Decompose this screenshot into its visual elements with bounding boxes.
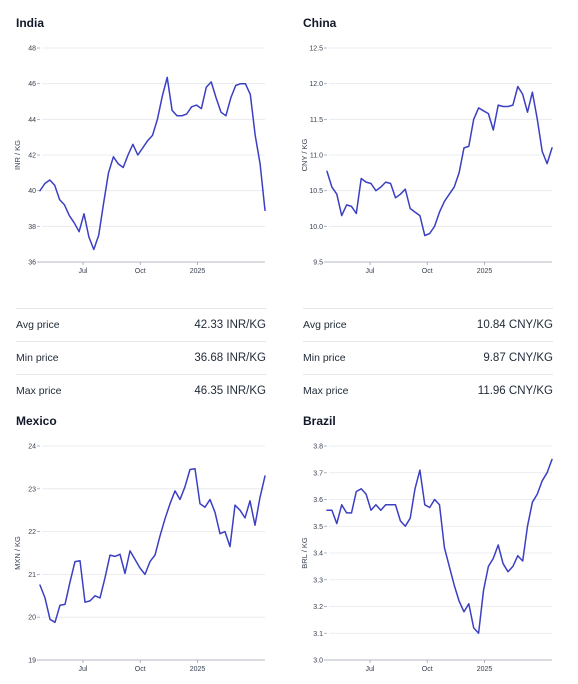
- stat-value: 46.35 INR/KG: [194, 385, 266, 397]
- x-tick-label: 2025: [190, 268, 206, 275]
- brazil-title: Brazil: [303, 414, 336, 428]
- series-line: [39, 467, 266, 624]
- y-tick-label: 3.6: [313, 497, 323, 504]
- y-tick-label: 21: [28, 572, 36, 579]
- y-tick-label: 40: [28, 188, 36, 195]
- stat-value: 36.68 INR/KG: [194, 352, 266, 364]
- y-tick-label: 3.4: [313, 551, 323, 558]
- china-panel: China 9.5 10.0 10.5 11.0 11.5 12.0 12.5 Jul Oct 2…: [300, 16, 568, 397]
- stat-label: Avg price: [303, 319, 347, 331]
- y-axis-label: MXN / KG: [13, 536, 22, 570]
- stat-row-avg: Avg price 10.84 CNY/KG: [303, 308, 553, 341]
- china-title: China: [303, 16, 337, 30]
- stat-row-max: Max price 46.35 INR/KG: [16, 374, 266, 407]
- x-tick-label: 2025: [190, 666, 206, 673]
- y-tick-label: 3.8: [313, 444, 323, 451]
- stat-row-max: Max price 11.96 CNY/KG: [303, 374, 553, 407]
- x-tick-label: Jul: [365, 666, 374, 673]
- x-tick-label: Oct: [422, 268, 433, 275]
- y-tick-label: 38: [28, 224, 36, 231]
- y-tick-label: 24: [28, 444, 36, 451]
- mexico-title: Mexico: [16, 414, 57, 428]
- y-axis-label: INR / KG: [13, 140, 22, 170]
- brazil-chart: 3.0 3.1 3.2 3.3 3.4 3.5 3.6 3.7 3.8 Jul Oct 2025 BRL…: [300, 444, 553, 673]
- x-tick-label: 2025: [477, 268, 493, 275]
- brazil-panel: Brazil 3.0 3.1 3.2 3.3 3.4 3.5 3.6 3.7 3.8 Jul Oct…: [300, 414, 568, 676]
- y-tick-label: 3.1: [313, 631, 323, 638]
- y-tick-label: 11.0: [310, 153, 323, 160]
- x-tick-label: Oct: [135, 268, 146, 275]
- y-tick-label: 22: [28, 529, 36, 536]
- stat-label: Avg price: [16, 319, 60, 331]
- india-chart: 36 38 40 42 44 46 48 Jul Oct 2025 INR / KG: [13, 46, 266, 275]
- stat-row-avg: Avg price 42.33 INR/KG: [16, 308, 266, 341]
- stat-row-min: Min price 36.68 INR/KG: [16, 341, 266, 374]
- stat-value: 9.87 CNY/KG: [483, 352, 553, 364]
- stat-value: 42.33 INR/KG: [194, 319, 266, 331]
- y-tick-label: 3.5: [313, 524, 323, 531]
- y-tick-label: 9.5: [313, 260, 323, 267]
- y-tick-label: 44: [28, 117, 36, 124]
- y-tick-label: 36: [28, 260, 36, 267]
- y-tick-label: 23: [28, 486, 36, 493]
- y-axis-label: CNY / KG: [300, 138, 309, 171]
- series-line: [326, 85, 553, 237]
- stat-label: Max price: [303, 385, 349, 397]
- y-tick-label: 3.3: [313, 577, 323, 584]
- y-axis-label: BRL / KG: [300, 537, 309, 569]
- x-tick-label: 2025: [477, 666, 493, 673]
- india-title: India: [16, 16, 45, 30]
- y-tick-label: 10.0: [309, 224, 323, 231]
- series-line: [326, 458, 553, 634]
- india-panel: India 36 38 40 42 44 46 48 Jul Oct 2025 INR / KG A…: [13, 16, 281, 397]
- x-tick-label: Jul: [365, 268, 374, 275]
- stat-row-min: Min price 9.87 CNY/KG: [303, 341, 553, 374]
- y-tick-label: 12.0: [309, 81, 323, 88]
- x-tick-label: Oct: [422, 666, 433, 673]
- y-tick-label: 42: [28, 153, 36, 160]
- stat-label: Min price: [303, 352, 346, 364]
- y-tick-label: 3.0: [313, 658, 323, 665]
- y-tick-label: 10.5: [309, 188, 323, 195]
- y-tick-label: 12.5: [309, 46, 323, 53]
- x-tick-label: Jul: [78, 268, 87, 275]
- y-tick-label: 3.2: [313, 604, 323, 611]
- x-tick-label: Oct: [135, 666, 146, 673]
- x-tick-label: Jul: [78, 666, 87, 673]
- y-tick-label: 46: [28, 81, 36, 88]
- y-tick-label: 3.7: [313, 470, 323, 477]
- y-tick-label: 11.5: [310, 117, 323, 124]
- y-tick-label: 19: [28, 658, 36, 665]
- y-tick-label: 20: [28, 615, 36, 622]
- india-stats: Avg price 42.33 INR/KG Min price 36.68 I…: [16, 308, 266, 407]
- stat-label: Max price: [16, 385, 62, 397]
- mexico-panel: Mexico 19 20 21 22 23 24 Jul Oct 2025 MXN / KG: [13, 414, 281, 676]
- stat-label: Min price: [16, 352, 59, 364]
- china-stats: Avg price 10.84 CNY/KG Min price 9.87 CN…: [303, 308, 553, 407]
- stat-value: 10.84 CNY/KG: [476, 319, 553, 331]
- y-tick-label: 48: [28, 46, 36, 53]
- mexico-chart: 19 20 21 22 23 24 Jul Oct 2025 MXN / KG: [13, 444, 266, 673]
- series-line: [39, 76, 266, 251]
- stat-value: 11.96 CNY/KG: [477, 385, 553, 397]
- china-chart: 9.5 10.0 10.5 11.0 11.5 12.0 12.5 Jul Oct 2025 CNY…: [300, 46, 553, 275]
